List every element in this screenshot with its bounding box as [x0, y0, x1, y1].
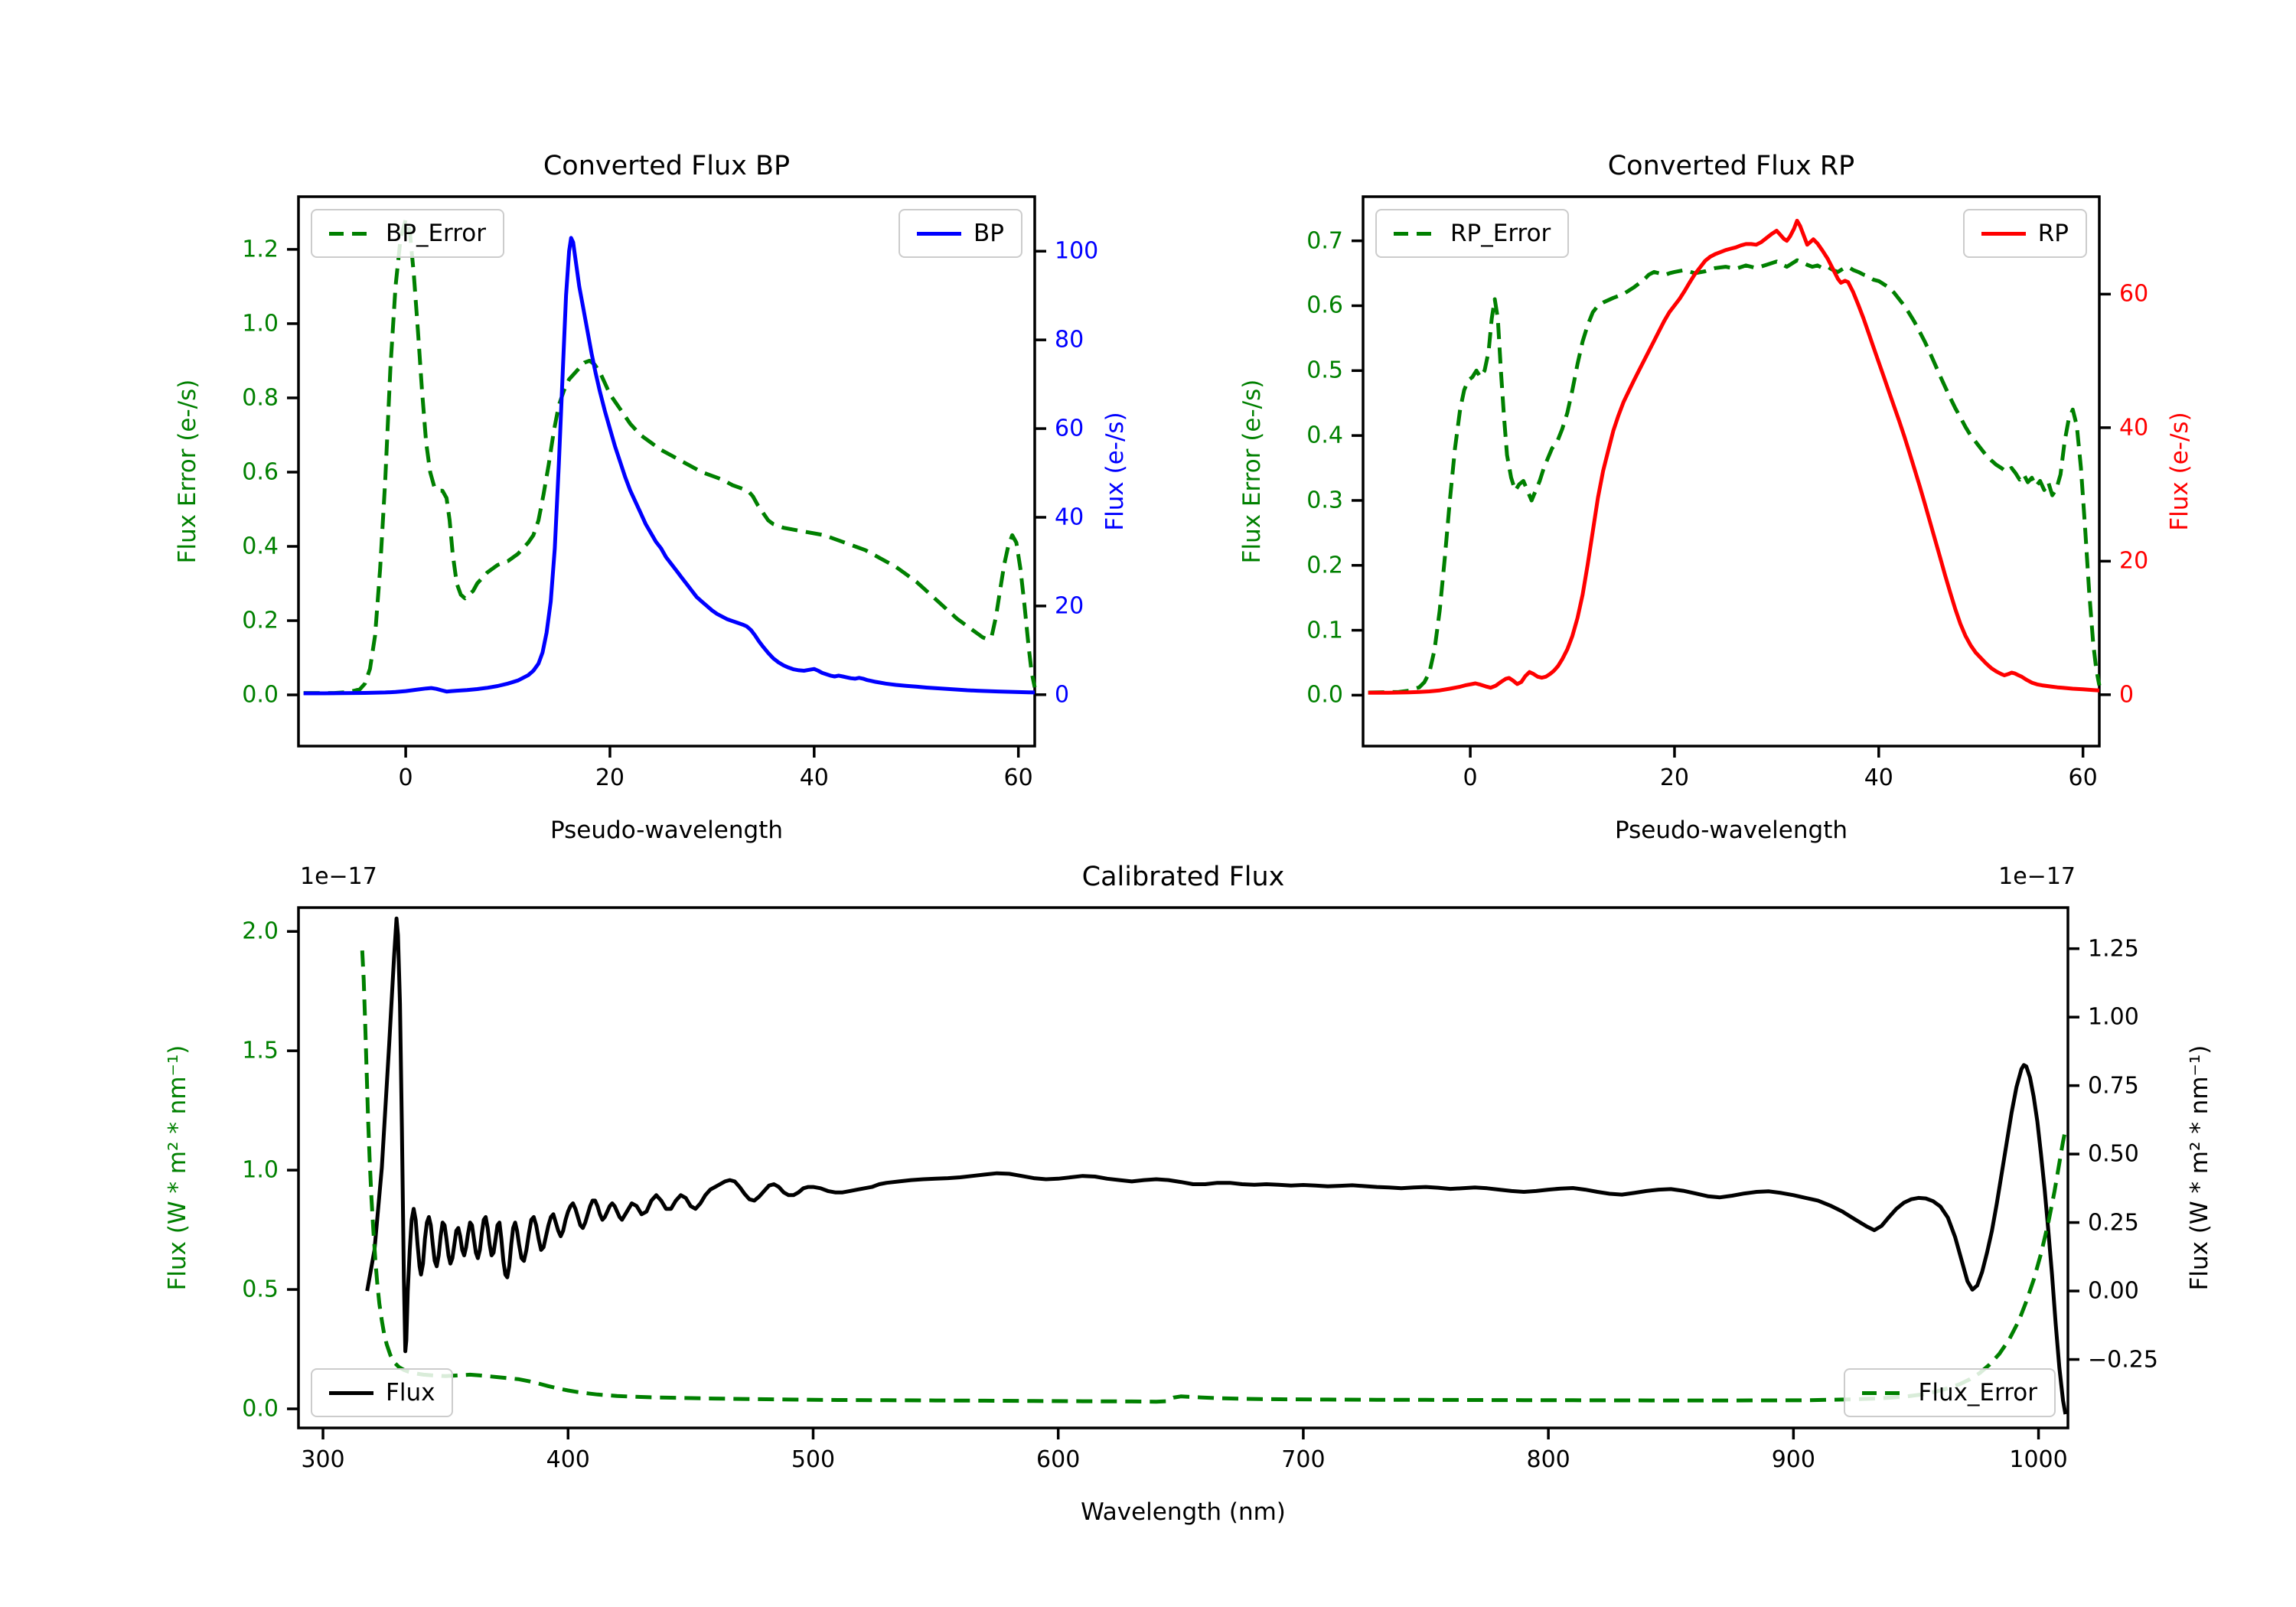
tick-label: 0.0 [242, 1395, 279, 1423]
legend-label: RP [2037, 220, 2069, 247]
tick-label: 100 [1055, 237, 1099, 265]
tick-label: 1000 [2009, 1446, 2068, 1473]
tick-label: 0.0 [242, 681, 279, 709]
tick-label: 20 [2119, 547, 2149, 575]
tick-label: 20 [1659, 764, 1690, 791]
tick-label: 1.5 [242, 1037, 279, 1064]
tick-label: 0 [1055, 681, 1070, 709]
tick-label: 0.2 [1306, 552, 1343, 579]
tick-label: 40 [799, 764, 829, 791]
legend-label: Flux_Error [1918, 1379, 2038, 1407]
legend-label: BP [974, 220, 1004, 247]
tick-label: 1.2 [242, 236, 279, 263]
x-axis-label: Wavelength (nm) [1081, 1498, 1286, 1526]
tick-label: 0 [2119, 681, 2135, 709]
tick-label: 0.1 [1306, 617, 1343, 644]
tick-label: 700 [1281, 1446, 1326, 1473]
tick-label: 0.6 [1306, 292, 1343, 319]
tick-label: 20 [1055, 592, 1084, 620]
tick-label: 0.6 [242, 458, 279, 486]
tick-label: 0.25 [2088, 1209, 2139, 1237]
tick-label: 300 [301, 1446, 345, 1473]
tick-label: 900 [1771, 1446, 1815, 1473]
tick-label: 800 [1526, 1446, 1570, 1473]
tick-label: 60 [1055, 415, 1084, 442]
legend-label: Flux [386, 1379, 435, 1407]
tick-label: 0 [1463, 764, 1478, 791]
legend-bp: BP [899, 209, 1022, 258]
x-axis-label: Pseudo-wavelength [1614, 817, 1848, 844]
tick-label: 40 [1864, 764, 1893, 791]
tick-label: 60 [2068, 764, 2098, 791]
chart-title: Converted Flux BP [543, 151, 791, 181]
tick-label: 80 [1055, 326, 1084, 354]
tick-label: −0.25 [2088, 1346, 2158, 1374]
legend-line-sample [329, 231, 373, 236]
tick-label: 0.2 [242, 607, 279, 634]
offset-text-right: 1e−17 [1998, 863, 2076, 890]
tick-label: 0.8 [242, 384, 279, 412]
legend-line-sample [329, 1390, 373, 1395]
tick-label: 1.25 [2088, 935, 2139, 963]
legend-rp-error: RP_Error [1375, 209, 1570, 258]
tick-label: 40 [2119, 414, 2149, 442]
tick-label: 40 [1055, 504, 1084, 531]
tick-label: 0.4 [242, 533, 279, 560]
y-axis-label-left: Flux (W * m² * nm⁻¹) [164, 1045, 191, 1291]
tick-label: 0.75 [2088, 1072, 2139, 1100]
tick-label: 1.0 [242, 310, 279, 337]
tick-label: 0 [398, 764, 413, 791]
legend-bp-error: BP_Error [311, 209, 505, 258]
tick-label: 2.0 [242, 918, 279, 945]
chart-title: Calibrated Flux [1081, 862, 1285, 892]
tick-label: 60 [1003, 764, 1033, 791]
tick-label: 1.0 [242, 1156, 279, 1184]
chart-title: Converted Flux RP [1607, 151, 1855, 181]
tick-label: 0.3 [1306, 487, 1343, 514]
legend-label: BP_Error [386, 220, 487, 247]
legend-line-sample [1861, 1390, 1906, 1395]
tick-label: 20 [595, 764, 625, 791]
x-axis-label: Pseudo-wavelength [550, 817, 784, 844]
tick-label: 400 [546, 1446, 590, 1473]
offset-text-left: 1e−17 [300, 863, 377, 890]
legend-flux: Flux [311, 1368, 454, 1417]
tick-label: 500 [791, 1446, 836, 1473]
tick-label: 0.00 [2088, 1277, 2139, 1305]
legend-line-sample [917, 231, 962, 236]
tick-label: 60 [2119, 280, 2149, 308]
legend-label: RP_Error [1450, 220, 1551, 247]
tick-label: 600 [1036, 1446, 1081, 1473]
y-axis-label-right: Flux (W * m² * nm⁻¹) [2186, 1045, 2213, 1291]
tick-label: 0.7 [1306, 227, 1343, 255]
tick-label: 0.50 [2088, 1140, 2139, 1168]
tick-label: 0.5 [1306, 357, 1343, 384]
legend-flux-error: Flux_Error [1843, 1368, 2056, 1417]
tick-label: 0.5 [242, 1276, 279, 1303]
tick-label: 1.00 [2088, 1003, 2139, 1031]
tick-label: 0.0 [1306, 681, 1343, 709]
legend-line-sample [1981, 231, 2026, 236]
legend-line-sample [1394, 231, 1438, 236]
tick-label: 0.4 [1306, 422, 1343, 449]
legend-rp: RP [1962, 209, 2087, 258]
